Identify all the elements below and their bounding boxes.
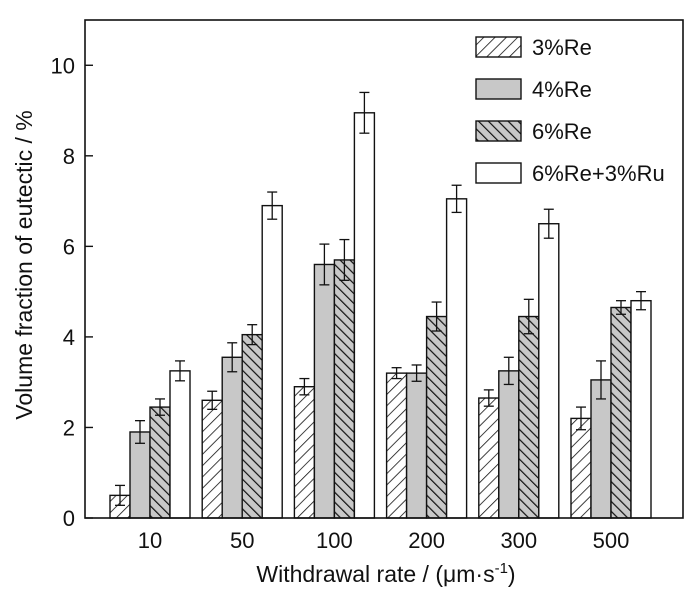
bar-6%Re-10 [149, 406, 171, 519]
bar-3%Re-300 [478, 397, 500, 519]
legend-swatch-3%Re [475, 36, 522, 58]
bar-6%Re+3%Ru-10 [169, 370, 191, 519]
bar-3%Re-200 [385, 372, 408, 519]
y-tick-label: 2 [63, 415, 75, 440]
bar-4%Re-200 [405, 372, 428, 519]
x-axis-label: Withdrawal rate / (μm·s-1) [256, 560, 515, 587]
y-tick-label: 10 [51, 53, 75, 78]
bar-6%Re+3%Ru-100 [353, 112, 376, 519]
y-axis-label: Volume fraction of eutectic / % [11, 110, 37, 419]
legend-label-6%Re+3%Ru: 6%Re+3%Ru [532, 161, 665, 186]
x-tick-label: 200 [408, 528, 445, 553]
bar-6%Re-100 [333, 259, 356, 519]
legend-label-4%Re: 4%Re [532, 77, 592, 102]
legend-swatch-6%Re+3%Ru [475, 162, 522, 184]
bar-4%Re-10 [129, 431, 151, 519]
bar-3%Re-100 [293, 386, 316, 519]
x-tick-label: 100 [316, 528, 353, 553]
bar-4%Re-500 [590, 379, 612, 519]
bar-6%Re-50 [241, 333, 263, 519]
bar-6%Re+3%Ru-50 [261, 204, 283, 519]
bar-6%Re-300 [518, 315, 540, 519]
axes: 0 2 4 6 8 10 10 50 100 200 300 500 [51, 19, 684, 553]
y-tick-label: 8 [63, 144, 75, 169]
legend-label-6%Re: 6%Re [532, 119, 592, 144]
legend-swatch-4%Re [475, 78, 522, 100]
x-tick-label: 300 [500, 528, 537, 553]
bar-6%Re+3%Ru-200 [445, 198, 468, 519]
bar-6%Re-500 [610, 306, 632, 519]
legend: 3%Re 4%Re 6%Re 6%Re+3%Ru [475, 35, 665, 186]
plot-frame [84, 19, 684, 519]
bar-6%Re+3%Ru-500 [630, 299, 652, 519]
bar-4%Re-300 [498, 370, 520, 519]
y-tick-label: 6 [63, 234, 75, 259]
x-tick-label: 50 [230, 528, 254, 553]
bar-4%Re-50 [221, 356, 243, 519]
y-tick-label: 0 [63, 506, 75, 531]
x-axis-label-main: Withdrawal rate / (μm·s [256, 561, 494, 587]
bar-3%Re-50 [201, 399, 223, 519]
x-tick-label: 500 [593, 528, 630, 553]
bar-6%Re-200 [425, 315, 448, 519]
bars [109, 91, 652, 519]
bar-6%Re+3%Ru-300 [538, 223, 560, 519]
legend-label-3%Re: 3%Re [532, 35, 592, 60]
bar-3%Re-500 [570, 417, 592, 519]
bar-4%Re-100 [313, 263, 336, 519]
y-tick-label: 4 [63, 325, 75, 350]
x-axis-label-superscript: -1 [495, 560, 508, 577]
legend-swatch-6%Re [475, 120, 522, 142]
x-axis-label-close: ) [508, 561, 516, 587]
x-tick-label: 10 [138, 528, 162, 553]
